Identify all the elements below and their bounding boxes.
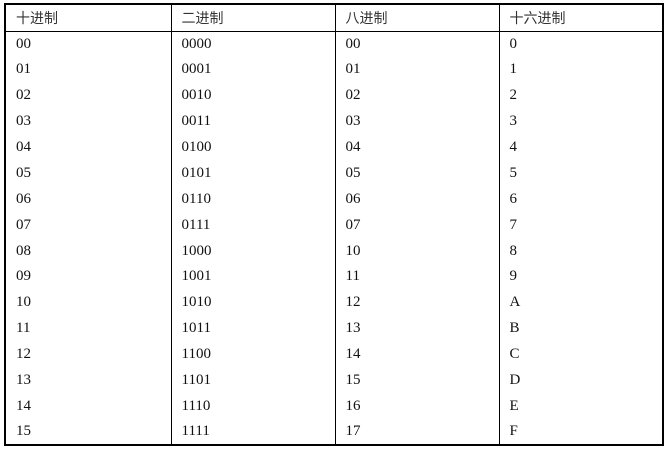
cell-binary: 1011: [170, 315, 335, 342]
cell-octal: 00: [334, 31, 499, 57]
header-octal: 八进制: [334, 4, 499, 32]
table-row: 14 1110 16 E: [5, 393, 663, 420]
cell-octal: 17: [334, 419, 499, 446]
cell-hexadecimal: 9: [498, 264, 663, 290]
table-row: 03 0011 03 3: [5, 108, 663, 135]
cell-octal: 13: [334, 315, 499, 342]
cell-octal: 14: [334, 341, 499, 368]
cell-hexadecimal: D: [498, 367, 663, 394]
table-row: 06 0110 06 6: [5, 186, 663, 213]
cell-hexadecimal: 4: [498, 134, 663, 161]
cell-binary: 0110: [170, 186, 335, 213]
cell-hexadecimal: 1: [498, 56, 663, 83]
cell-binary: 0100: [170, 134, 335, 161]
table-row: 07 0111 07 7: [5, 212, 663, 239]
cell-binary: 0111: [170, 212, 335, 239]
table-row: 12 1100 14 C: [5, 341, 663, 368]
cell-hexadecimal: 7: [498, 212, 663, 239]
cell-hexadecimal: A: [498, 289, 663, 316]
table-row: 09 1001 11 9: [5, 264, 663, 290]
cell-decimal: 05: [16, 164, 31, 181]
cell-binary: 1110: [170, 393, 335, 420]
cell-octal: 05: [334, 160, 499, 187]
cell-octal: 11: [334, 264, 499, 290]
table-row: 02 0010 02 2: [5, 82, 663, 109]
cell-decimal: 00: [16, 35, 31, 52]
header-decimal: 十进制: [5, 4, 171, 32]
cell-hexadecimal: C: [498, 341, 663, 368]
cell-hexadecimal: F: [498, 419, 663, 446]
cell-octal: 06: [334, 186, 499, 213]
cell-decimal: 08: [16, 242, 31, 259]
header-hexadecimal: 十六进制: [498, 4, 663, 32]
header-row: 十进制 二进制 八进制 十六进制: [5, 4, 663, 32]
cell-hexadecimal: B: [498, 315, 663, 342]
table-row: 05 0101 05 5: [5, 160, 663, 187]
cell-binary: 0101: [170, 160, 335, 187]
cell-binary: 1111: [170, 419, 335, 446]
cell-decimal: 03: [16, 113, 31, 130]
cell-binary: 1101: [170, 367, 335, 394]
cell-binary: 0001: [170, 56, 335, 83]
cell-binary: 1010: [170, 289, 335, 316]
table-row: 00 0000 00 0: [5, 31, 663, 57]
table-row: 11 1011 13 B: [5, 315, 663, 342]
cell-octal: 07: [334, 212, 499, 239]
cell-decimal: 13: [16, 372, 31, 389]
cell-octal: 03: [334, 108, 499, 135]
cell-octal: 12: [334, 289, 499, 316]
cell-decimal: 12: [16, 346, 31, 363]
header-binary: 二进制: [170, 4, 335, 32]
cell-decimal: 09: [16, 268, 31, 285]
cell-octal: 01: [334, 56, 499, 83]
cell-binary: 0010: [170, 82, 335, 109]
cell-hexadecimal: 6: [498, 186, 663, 213]
cell-decimal: 02: [16, 87, 31, 104]
cell-decimal: 04: [16, 139, 31, 155]
cell-hexadecimal: 8: [498, 238, 663, 265]
cell-octal: 04: [334, 134, 499, 161]
table-row: 13 1101 15 D: [5, 367, 663, 394]
cell-decimal: 01: [16, 61, 31, 78]
cell-decimal: 07: [16, 216, 31, 233]
table-row: 04 0100 04 4: [5, 134, 663, 161]
table-row: 15 1111 17 F: [5, 419, 663, 446]
cell-binary: 1000: [170, 238, 335, 265]
cell-octal: 02: [334, 82, 499, 109]
cell-binary: 1100: [170, 341, 335, 368]
cell-hexadecimal: 3: [498, 108, 663, 135]
cell-hexadecimal: 0: [498, 31, 663, 57]
table-row: 08 1000 10 8: [5, 238, 663, 265]
cell-octal: 10: [334, 238, 499, 265]
cell-hexadecimal: 2: [498, 82, 663, 109]
cell-octal: 16: [334, 393, 499, 420]
cell-hexadecimal: E: [498, 393, 663, 420]
number-base-table: 十进制 二进制 八进制 十六进制 00 0000 00 0 01 0001 01 1 02 0010 02…: [4, 3, 664, 447]
cell-decimal: 15: [16, 423, 31, 440]
cell-decimal: 10: [16, 294, 31, 311]
cell-binary: 0000: [170, 31, 335, 57]
cell-binary: 0011: [170, 108, 335, 135]
cell-octal: 15: [334, 367, 499, 394]
cell-hexadecimal: 5: [498, 160, 663, 187]
cell-decimal: 14: [16, 397, 31, 414]
cell-decimal: 11: [16, 320, 31, 337]
table-row: 01 0001 01 1: [5, 56, 663, 83]
cell-binary: 1001: [170, 264, 335, 290]
cell-decimal: 06: [16, 190, 31, 207]
